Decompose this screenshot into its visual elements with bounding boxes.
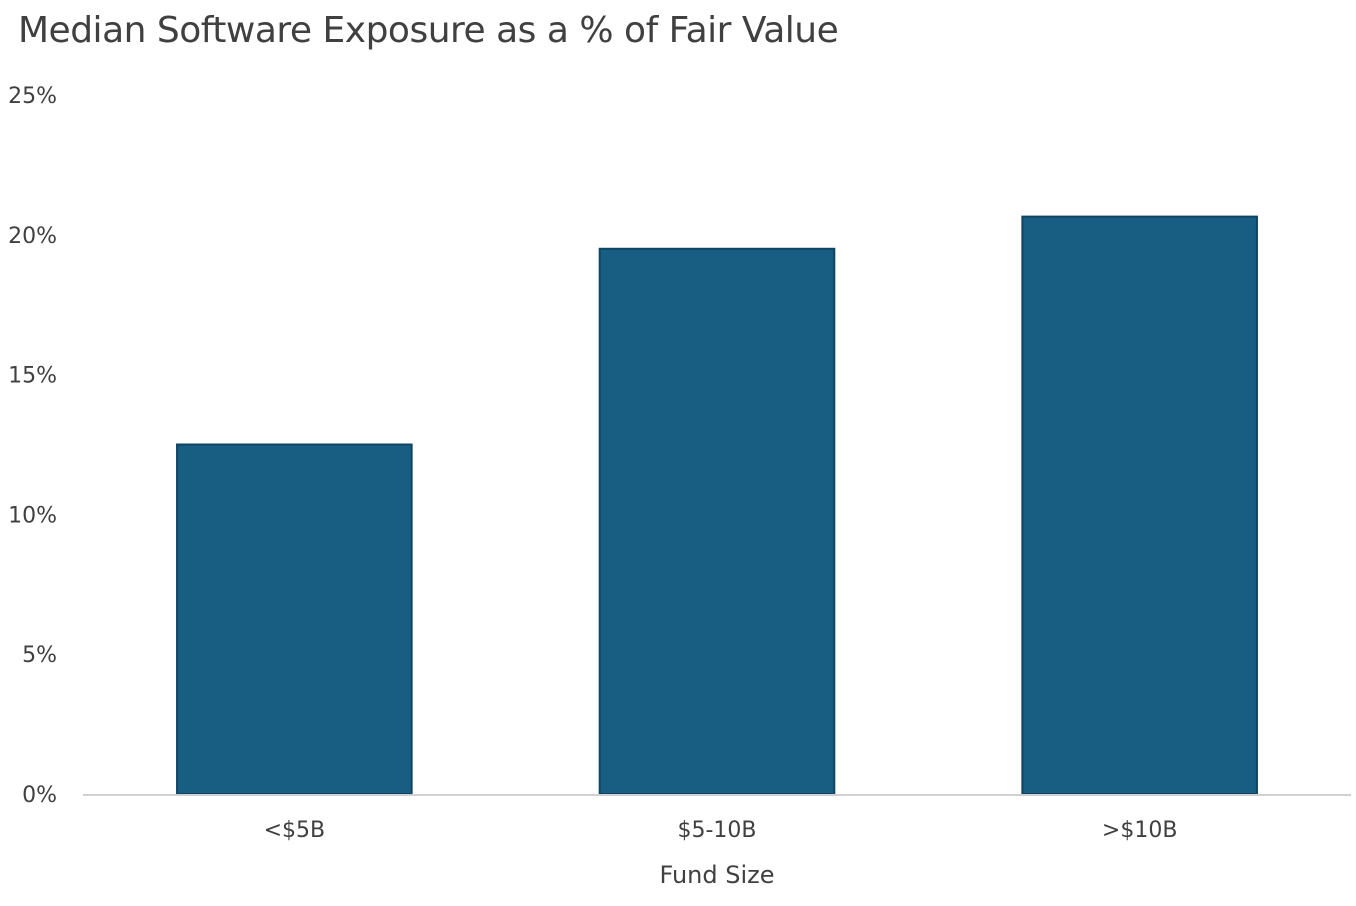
bar [598,247,836,795]
y-tick-label: 15% [8,364,57,389]
x-axis-label: Fund Size [659,861,774,889]
x-tick-label: <$5B [264,818,326,843]
y-axis-ticks: 0% 5% 10% 15% 20% 25% [8,84,57,808]
bar [1021,215,1258,796]
x-axis-ticks: <$5B $5-10B >$10B [264,818,1178,843]
y-tick-label: 0% [22,783,57,808]
bars [176,215,1258,796]
x-tick-label: $5-10B [677,818,756,843]
y-tick-label: 5% [22,643,57,668]
bar [176,443,413,795]
y-tick-label: 25% [8,84,57,109]
chart-title: Median Software Exposure as a % of Fair … [18,10,839,51]
y-tick-label: 10% [8,503,57,528]
y-tick-label: 20% [8,224,57,249]
x-tick-label: >$10B [1102,818,1178,843]
